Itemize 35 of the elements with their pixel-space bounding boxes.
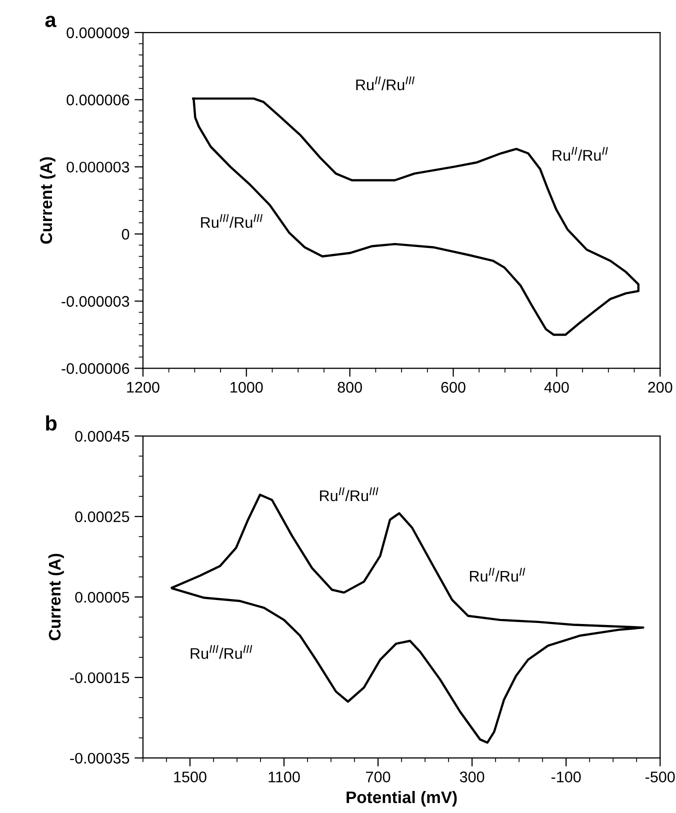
y-tick-label: 0 — [122, 228, 130, 240]
x-tick-label: 300 — [460, 772, 484, 782]
x-axis-title: Potential (mV) — [346, 790, 457, 806]
x-tick-label: -500 — [646, 772, 675, 782]
annotation: Ru$^{II}$/Ru$^{III}$ — [356, 76, 414, 90]
y-axis-title: Current (A) — [48, 554, 64, 640]
y-axis-title: Current (A) — [40, 157, 56, 244]
x-tick-label: 1500 — [174, 772, 206, 782]
x-tick-label: -100 — [551, 772, 581, 782]
y-tick-label: 0.00005 — [75, 592, 130, 603]
annotation: Ru$^{II}$/Ru$^{II}$ — [552, 146, 608, 161]
chart-title: a — [45, 16, 56, 28]
x-tick-label: 1200 — [127, 382, 160, 393]
annotation: Ru$^{III}$/Ru$^{III}$ — [190, 645, 252, 659]
y-tick-label: -0.000006 — [62, 363, 130, 374]
y-tick-label: -0.000003 — [62, 296, 130, 307]
y-tick-label: 0.00025 — [75, 511, 130, 522]
y-tick-label: -0.00035 — [70, 752, 130, 764]
x-tick-label: 200 — [648, 382, 672, 393]
x-tick-label: 700 — [366, 772, 390, 782]
annotation: Ru$^{III}$/Ru$^{III}$ — [201, 214, 263, 228]
y-tick-label: -0.00015 — [70, 672, 130, 684]
annotation: Ru$^{II}$/Ru$^{III}$ — [320, 487, 378, 502]
line-series — [192, 97, 640, 336]
x-tick-label: 800 — [338, 382, 362, 393]
annotation: Ru$^{II}$/Ru$^{II}$ — [470, 568, 526, 582]
chart-title: b — [46, 415, 57, 431]
x-tick-label: 400 — [544, 382, 569, 393]
x-tick-label: 1000 — [230, 382, 263, 393]
y-tick-label: 0.000006 — [66, 94, 130, 106]
y-tick-label: 0.00045 — [75, 430, 130, 442]
x-tick-label: 600 — [441, 382, 466, 393]
y-tick-label: 0.000003 — [66, 162, 130, 173]
x-tick-label: 1100 — [268, 772, 300, 782]
y-tick-label: 0.000009 — [66, 27, 130, 38]
